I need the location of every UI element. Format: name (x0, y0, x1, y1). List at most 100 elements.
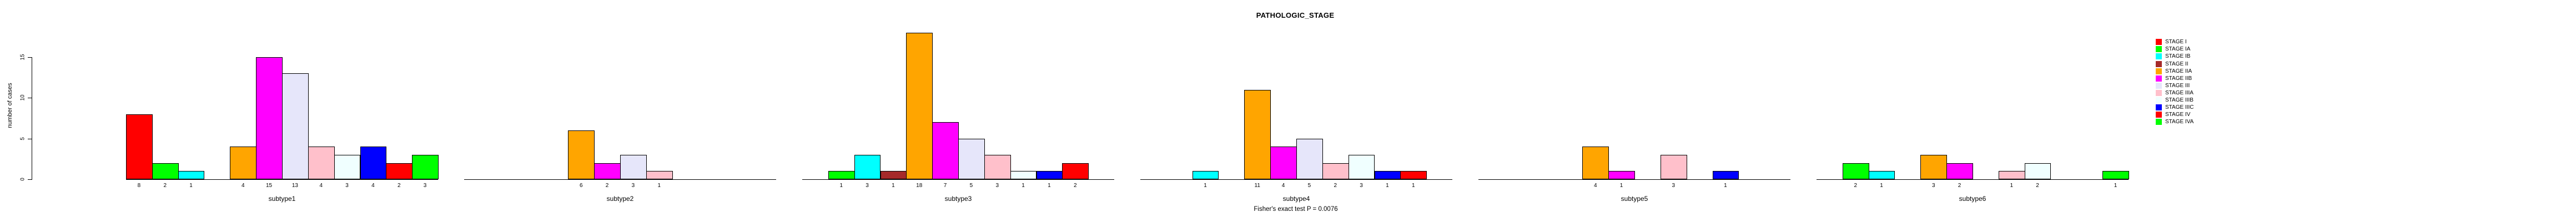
bar-value-label: 1 (839, 183, 843, 189)
legend-swatch (2156, 82, 2162, 89)
bar-value-label: 2 (1854, 183, 1858, 189)
bar (1296, 139, 1323, 179)
bar-value-label: 4 (1281, 183, 1285, 189)
y-tick-label: 5 (19, 137, 26, 140)
subplot-x-label: subtype1 (268, 195, 296, 203)
bar-value-label: 3 (995, 183, 999, 189)
bar-value-label: 2 (1073, 183, 1077, 189)
legend-row: STAGE IA (2156, 44, 2191, 53)
y-tick-mark (28, 57, 32, 58)
subplot-x-label: subtype2 (606, 195, 634, 203)
bar (1712, 171, 1739, 179)
bar-value-label: 3 (1931, 183, 1935, 189)
x-axis-line (1478, 179, 1790, 180)
plot-title: PATHOLOGIC_STAGE (1256, 11, 1335, 19)
subplot-x-label: subtype3 (944, 195, 972, 203)
bar (152, 163, 179, 179)
legend-label: STAGE IVA (2165, 119, 2194, 125)
bar-value-label: 11 (1254, 183, 1260, 189)
legend-label: STAGE IIIA (2165, 89, 2193, 96)
legend-row: STAGE IIIB (2156, 95, 2193, 104)
bar (932, 122, 959, 179)
bar-value-label: 1 (1048, 183, 1051, 189)
bar-value-label: 2 (2036, 183, 2039, 189)
bar-value-label: 2 (1334, 183, 1337, 189)
bar (854, 155, 881, 179)
bar (1842, 163, 1869, 179)
bar (906, 33, 933, 179)
bar (620, 155, 647, 179)
legend-row: STAGE IIB (2156, 74, 2192, 82)
legend-label: STAGE IA (2165, 46, 2191, 53)
legend-swatch (2156, 112, 2162, 118)
legend-swatch (2156, 60, 2162, 67)
bar (1400, 171, 1427, 179)
bar-value-label: 1 (2010, 183, 2014, 189)
y-tick-label: 15 (19, 54, 26, 60)
bar (1192, 171, 1219, 179)
bar (256, 57, 283, 179)
bar (2024, 163, 2051, 179)
bar-value-label: 5 (1307, 183, 1311, 189)
legend-label: STAGE II (2165, 60, 2188, 67)
bar-value-label: 2 (1958, 183, 1961, 189)
legend-swatch (2156, 68, 2162, 74)
legend-row: STAGE I (2156, 37, 2187, 46)
bar (1920, 155, 1948, 179)
legend-label: STAGE IIIB (2165, 97, 2193, 104)
y-tick-mark (28, 179, 32, 180)
bar-value-label: 13 (291, 183, 298, 189)
bar (594, 163, 621, 179)
bar-value-label: 1 (1204, 183, 1207, 189)
y-axis-title: number of cases (7, 83, 13, 128)
bar (1010, 171, 1037, 179)
bar (984, 155, 1011, 179)
bar (282, 73, 309, 179)
bar-value-label: 15 (266, 183, 273, 189)
bar (646, 171, 673, 179)
bar-value-label: 3 (631, 183, 635, 189)
legend-row: STAGE IIIA (2156, 88, 2193, 96)
bar-value-label: 8 (137, 183, 141, 189)
legend-row: STAGE IIA (2156, 66, 2192, 74)
legend-swatch (2156, 89, 2162, 96)
bar (1868, 171, 1895, 179)
legend-row: STAGE III (2156, 81, 2190, 89)
legend-row: STAGE IV (2156, 110, 2191, 118)
legend-swatch (2156, 75, 2162, 82)
bar (568, 130, 595, 179)
bar (126, 114, 153, 179)
legend-label: STAGE III (2165, 82, 2190, 89)
legend-label: STAGE IIB (2165, 75, 2192, 82)
bar (1374, 171, 1401, 179)
x-axis-line (464, 179, 776, 180)
bar-value-label: 1 (2114, 183, 2117, 189)
bar-value-label: 5 (969, 183, 973, 189)
bar-value-label: 4 (1593, 183, 1597, 189)
x-axis-line (1817, 179, 2129, 180)
bar (1244, 90, 1271, 179)
bar (1322, 163, 1349, 179)
bar (828, 171, 855, 179)
legend-row: STAGE IVA (2156, 117, 2194, 125)
legend-row: STAGE II (2156, 59, 2188, 67)
bar (1946, 163, 1973, 179)
legend-label: STAGE IIA (2165, 68, 2192, 74)
bar (1608, 171, 1635, 179)
legend-label: STAGE IV (2165, 112, 2191, 118)
legend-row: STAGE IIIC (2156, 103, 2194, 111)
x-axis-line (126, 179, 438, 180)
bar-value-label: 6 (579, 183, 583, 189)
legend-swatch (2156, 97, 2162, 104)
bar (1348, 155, 1375, 179)
bar-value-label: 4 (371, 183, 375, 189)
subplot-x-label: subtype6 (1959, 195, 1986, 203)
bar-value-label: 3 (1672, 183, 1676, 189)
legend-swatch (2156, 53, 2162, 60)
bar-value-label: 2 (605, 183, 609, 189)
bar (412, 155, 439, 179)
legend-swatch (2156, 39, 2162, 46)
bar (1036, 171, 1063, 179)
bar (308, 147, 335, 179)
